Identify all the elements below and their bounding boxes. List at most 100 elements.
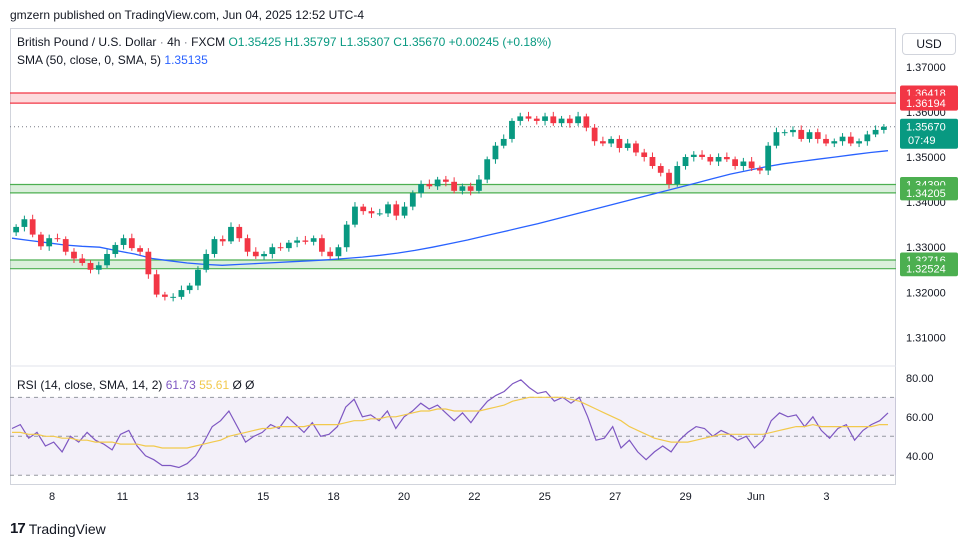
tradingview-logo-icon: 17 <box>10 520 26 537</box>
price-tick-label: 1.35000 <box>906 152 946 164</box>
time-tick-label: 18 <box>327 491 339 503</box>
rsi-line <box>11 379 889 469</box>
candle-body <box>418 184 424 194</box>
rsi-legend[interactable]: RSI (14, close, SMA, 14, 2) 61.73 55.61 … <box>17 378 255 392</box>
candle-body <box>46 238 53 247</box>
candle-body <box>434 179 441 187</box>
candle-body <box>451 181 458 191</box>
candle-body <box>723 156 730 160</box>
price-tick-label: 1.32000 <box>906 287 946 299</box>
price-label-support <box>900 261 958 277</box>
candle-body <box>211 239 218 254</box>
candle-body <box>186 285 193 291</box>
price-label-support <box>900 185 958 201</box>
tradingview-logo[interactable]: 17 TradingView <box>10 520 106 537</box>
candle-body <box>715 156 722 162</box>
candle-body <box>252 251 259 257</box>
candle-body <box>674 166 681 185</box>
candle-body <box>385 204 391 214</box>
symbol-name: British Pound / U.S. Dollar <box>17 35 157 49</box>
price-tick-label: 1.31000 <box>906 332 946 344</box>
candle-body <box>624 143 631 148</box>
candle-body <box>500 138 507 146</box>
candle-body <box>327 251 334 257</box>
candle-body <box>178 290 185 297</box>
candle-body <box>294 240 301 243</box>
candle-body <box>765 145 772 171</box>
candle-body <box>269 247 276 254</box>
time-tick-label: 3 <box>823 491 829 503</box>
candle-body <box>492 145 499 160</box>
candle-body <box>757 168 763 171</box>
rsi-tick-label: 60.00 <box>906 412 934 424</box>
candle-body <box>145 251 152 275</box>
candle-body <box>575 116 581 124</box>
candle-body <box>335 247 342 257</box>
sma-value: 1.35135 <box>164 53 208 67</box>
candle-body <box>112 244 119 254</box>
candle-body <box>352 206 358 225</box>
time-tick-label: 15 <box>257 491 269 503</box>
candle-body <box>657 166 664 173</box>
candle-body <box>847 136 854 144</box>
candle-body <box>244 238 251 252</box>
candle-body <box>368 211 375 214</box>
price-label-text: 1.36194 <box>906 98 946 110</box>
candle-body <box>104 253 110 266</box>
candle-body <box>566 118 573 124</box>
candle-body <box>550 116 557 124</box>
rsi-label: RSI (14, close, SMA, 14, 2) <box>17 378 163 392</box>
candle-body <box>71 251 77 259</box>
time-tick-label: Jun <box>747 491 765 503</box>
price-label-text: 1.35670 <box>906 121 946 133</box>
sma-legend[interactable]: SMA (50, close, 0, SMA, 5) 1.35135 <box>17 53 208 67</box>
price-label-last <box>900 118 958 149</box>
candle-body <box>236 226 243 239</box>
candle-body <box>409 193 416 207</box>
candle-body <box>13 226 20 233</box>
time-tick-label: 22 <box>468 491 480 503</box>
candle-body <box>302 240 309 242</box>
rsi-value: 61.73 <box>165 378 196 392</box>
candle-body <box>203 253 210 270</box>
candle-body <box>839 136 846 142</box>
candle-body <box>872 129 879 135</box>
candle-body <box>79 258 86 264</box>
candle-body <box>781 132 788 134</box>
candle-body <box>120 238 127 245</box>
candle-body <box>161 294 168 297</box>
candle-body <box>38 234 44 247</box>
publisher-header: gmzern published on TradingView.com, Jun… <box>10 8 364 22</box>
candle-body <box>707 156 714 162</box>
symbol-legend[interactable]: British Pound / U.S. Dollar · 4h · FXCM … <box>17 35 552 49</box>
price-tick-label: 1.33000 <box>906 242 946 254</box>
chart-frame <box>10 28 896 485</box>
time-tick-label: 20 <box>398 491 410 503</box>
candle-body <box>62 239 69 252</box>
symbol-timeframe: 4h <box>167 35 181 49</box>
candle-body <box>542 116 548 121</box>
candle-body <box>21 219 28 227</box>
currency-button[interactable]: USD <box>902 33 956 55</box>
candle-body <box>880 126 887 130</box>
candle-body <box>525 116 532 119</box>
candle-body <box>699 154 705 157</box>
candle-body <box>95 265 102 270</box>
candle-body <box>219 239 226 242</box>
candle-body <box>641 152 648 157</box>
price-label-text: 1.32524 <box>906 264 946 276</box>
rsi-extra: Ø Ø <box>232 378 255 392</box>
candle-body <box>690 154 697 157</box>
candle-body <box>856 141 862 144</box>
time-tick-label: 25 <box>539 491 551 503</box>
candle-body <box>137 248 143 252</box>
candle-body <box>442 179 449 182</box>
candle-body <box>319 238 325 252</box>
candle-body <box>558 118 565 124</box>
candle-body <box>517 116 524 121</box>
candle-body <box>459 186 466 191</box>
zone-resistance-0 <box>10 93 896 104</box>
price-label-countdown: 07:49 <box>908 135 936 147</box>
price-tick-label: 1.37000 <box>906 62 946 74</box>
